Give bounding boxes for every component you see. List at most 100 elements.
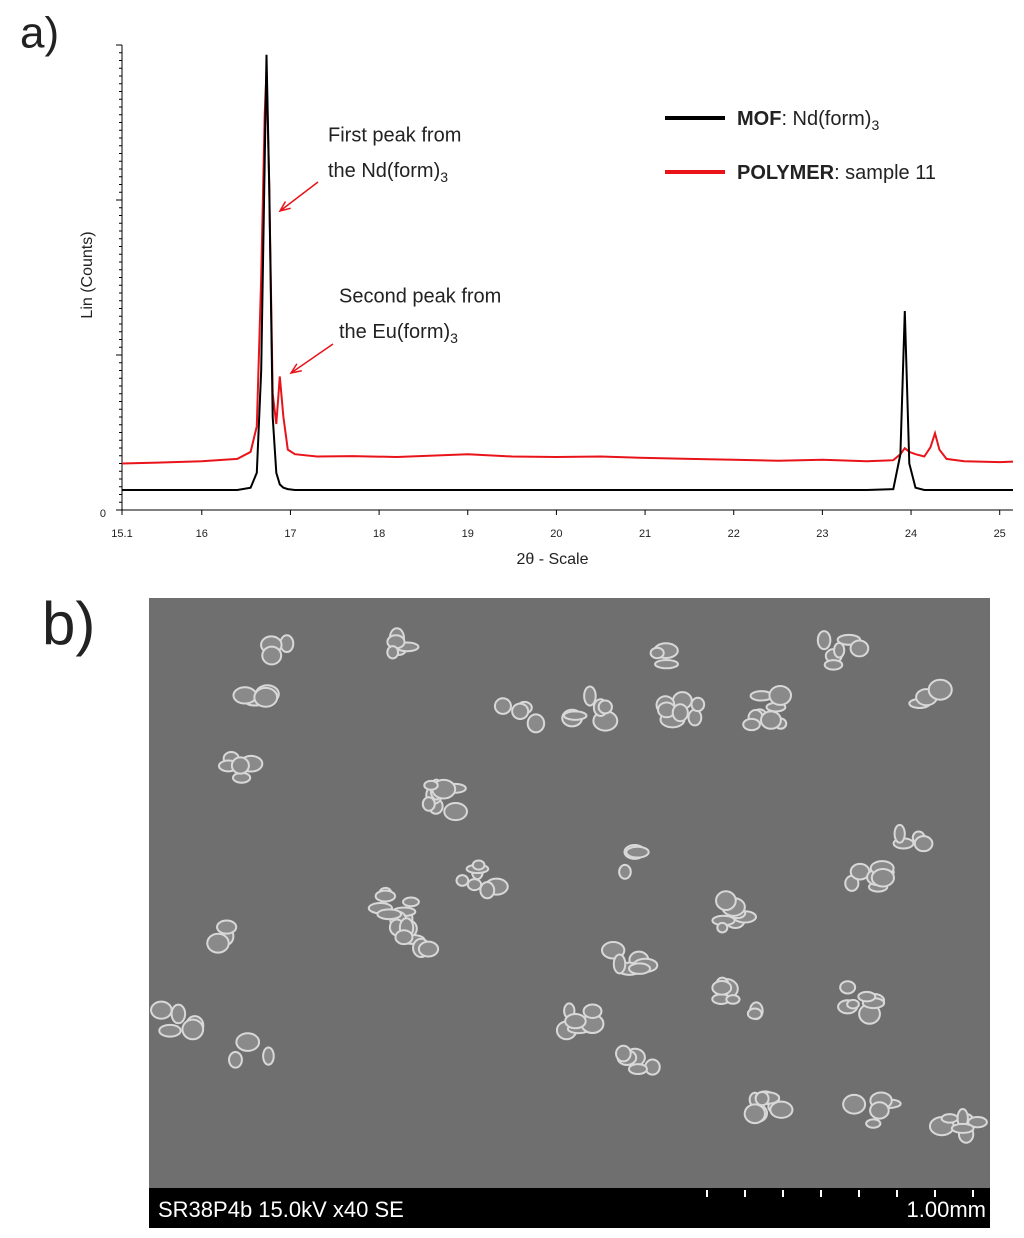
particle (627, 1063, 648, 1076)
particle (625, 845, 650, 859)
sem-info-bar (149, 1188, 990, 1228)
sem-background (149, 598, 990, 1188)
particle (402, 896, 420, 908)
particle (597, 699, 613, 715)
particles (150, 627, 988, 1144)
particle (479, 881, 496, 900)
particle (967, 1115, 988, 1129)
particle (833, 641, 846, 659)
particle (715, 890, 737, 912)
annotation: the Eu(form)3 (339, 321, 458, 345)
particle (206, 932, 230, 954)
annotation: the Nd(form)3 (328, 160, 448, 184)
x-tick-label: 25 (994, 528, 1006, 540)
particle (711, 979, 733, 996)
particle (768, 684, 793, 706)
particle (940, 1113, 959, 1124)
particle (687, 708, 703, 727)
annotation-arrowhead (289, 363, 302, 375)
particle (823, 659, 844, 671)
x-tick-label: 23 (816, 528, 828, 540)
particle (893, 823, 906, 844)
particle (742, 717, 761, 732)
particle (261, 645, 283, 666)
particle (374, 889, 397, 903)
x-tick-label: 19 (462, 528, 474, 540)
particle (253, 686, 279, 708)
particle (839, 980, 857, 995)
particle (417, 940, 440, 958)
particle (583, 685, 597, 707)
particle (618, 863, 632, 880)
y-axis-label: Lin (Counts) (79, 231, 96, 318)
particle (870, 868, 895, 888)
particle (950, 1122, 975, 1134)
particle (612, 953, 627, 975)
particle (654, 658, 679, 670)
particle (913, 835, 934, 853)
series-line (121, 70, 1014, 465)
particle (725, 994, 741, 1005)
particle (754, 1091, 770, 1107)
particle (865, 1118, 882, 1129)
particle (849, 639, 870, 658)
particle (615, 1044, 632, 1063)
particle (526, 713, 546, 734)
particle (759, 710, 782, 730)
particle (262, 1046, 275, 1066)
series-line (122, 54, 1013, 491)
particle (181, 1018, 205, 1041)
particle (644, 1058, 661, 1076)
legend-label: MOF: Nd(form)3 (737, 108, 879, 132)
particle (511, 702, 530, 721)
particle (690, 696, 706, 713)
particle (493, 697, 512, 715)
particle (455, 874, 470, 887)
particle (743, 1103, 766, 1125)
particle (746, 1007, 763, 1020)
particle (564, 1013, 587, 1030)
particle (386, 645, 400, 660)
x-tick-label: 21 (639, 528, 651, 540)
particle (869, 1101, 890, 1120)
particle (443, 801, 468, 822)
annotation-arrowhead (278, 201, 291, 213)
sem-info: SR38P4b 15.0kV x40 SE (158, 1197, 404, 1222)
annotation: Second peak from (339, 285, 501, 307)
x-tick-label: 22 (728, 528, 740, 540)
particle (228, 1050, 243, 1069)
particle (466, 878, 483, 892)
panel-label: a) (20, 9, 59, 58)
x-tick-label: 16 (196, 528, 208, 540)
legend-label: POLYMER: sample 11 (737, 162, 936, 184)
particle (927, 678, 953, 701)
particle (671, 703, 689, 723)
panel-label: b) (42, 590, 95, 657)
y-tick-label: 0 (100, 508, 106, 520)
particle (471, 859, 486, 871)
scale-bar-label: 1.00mm (907, 1197, 986, 1222)
sem-image: SR38P4b 15.0kV x40 SE 1.00mm (149, 598, 990, 1228)
particle (649, 646, 665, 660)
particle (232, 686, 258, 705)
particle (857, 990, 877, 1003)
particle (628, 962, 652, 975)
x-tick-label: 17 (284, 528, 296, 540)
particle (394, 929, 414, 946)
particle (423, 779, 439, 791)
particle (170, 1003, 187, 1025)
annotation: First peak from (328, 124, 461, 146)
particle (150, 1000, 173, 1020)
x-axis-label: 2θ - Scale (516, 551, 588, 568)
particle (376, 908, 403, 921)
particle (230, 756, 250, 775)
particle (216, 919, 238, 935)
particle (846, 998, 860, 1010)
particle (842, 1093, 867, 1115)
x-tick-label: 24 (905, 528, 917, 540)
particle (235, 1032, 261, 1052)
particle (421, 796, 436, 812)
particle (562, 710, 588, 721)
particle (158, 1023, 182, 1038)
